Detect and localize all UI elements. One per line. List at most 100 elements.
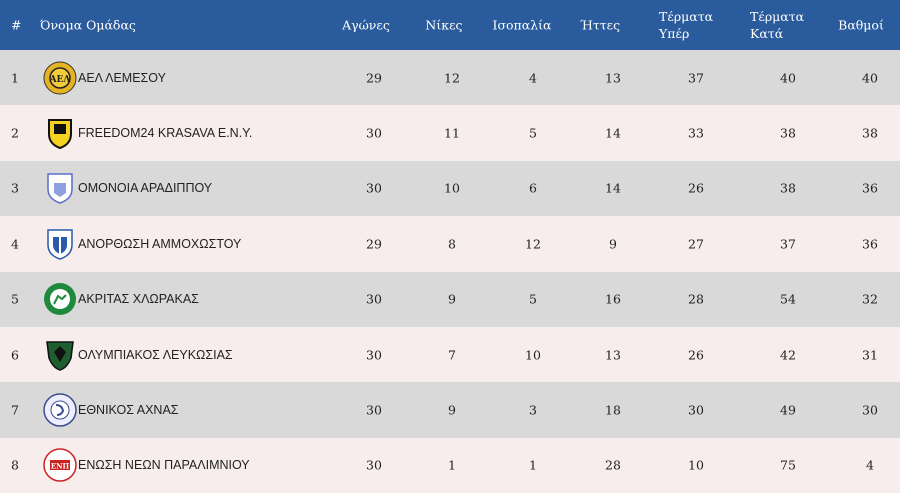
- cell-losses: 18: [605, 402, 621, 418]
- table-row: 3 ΟΜΟΝΟΙΑ ΑΡΑΔΙΠΠΟΥ 30 10 6 14 26 38 36: [0, 160, 900, 217]
- cell-draws: 5: [529, 125, 537, 141]
- table-row: 5 ΑΚΡΙΤΑΣ ΧΛΩΡΑΚΑΣ 30 9 5 16 28 54 32: [0, 271, 900, 327]
- ael-crest-icon: ΑΕΛ: [42, 60, 78, 96]
- header-wins: Νίκες: [425, 17, 463, 33]
- cell-gf: 26: [688, 347, 704, 363]
- header-draws: Ισοπαλία: [492, 17, 552, 33]
- cell-ga: 38: [780, 125, 796, 141]
- cell-draws: 4: [529, 70, 537, 86]
- cell-losses: 28: [605, 457, 621, 473]
- cell-wins: 10: [444, 180, 460, 196]
- team-name[interactable]: ΑΝΟΡΘΩΣΗ ΑΜΜΟΧΩΣΤΟΥ: [78, 236, 242, 251]
- cell-wins: 7: [448, 347, 456, 363]
- enp-crest-icon: ΕΝΠ: [42, 447, 78, 483]
- cell-losses: 16: [605, 291, 621, 307]
- cell-losses: 9: [609, 236, 617, 252]
- cell-played: 30: [366, 180, 382, 196]
- krasava-crest-icon: [42, 115, 78, 151]
- omonoia-aradippou-crest-icon: [42, 170, 78, 206]
- cell-draws: 10: [525, 347, 541, 363]
- cell-draws: 3: [529, 402, 537, 418]
- cell-gf: 28: [688, 291, 704, 307]
- position: 2: [11, 125, 19, 141]
- cell-wins: 12: [444, 70, 460, 86]
- position: 4: [11, 236, 19, 252]
- cell-losses: 14: [605, 125, 621, 141]
- akritas-crest-icon: [42, 281, 78, 317]
- cell-points: 30: [862, 402, 878, 418]
- cell-gf: 10: [688, 457, 704, 473]
- cell-ga: 75: [780, 457, 796, 473]
- header-goals-against-line1: Τέρματα: [750, 9, 805, 24]
- cell-played: 30: [366, 125, 382, 141]
- team-name[interactable]: FREEDOM24 KRASAVA E.N.Y.: [78, 126, 253, 141]
- table-row: 7 ΕΘΝΙΚΟΣ ΑΧΝΑΣ 30 9 3 18 30 49 30: [0, 382, 900, 438]
- svg-text:ΕΝΠ: ΕΝΠ: [51, 462, 70, 471]
- cell-played: 30: [366, 291, 382, 307]
- cell-played: 29: [366, 236, 382, 252]
- ethnikos-crest-icon: [42, 392, 78, 428]
- cell-wins: 11: [444, 125, 460, 141]
- header-played: Αγώνες: [342, 17, 390, 33]
- table-row: 2 FREEDOM24 KRASAVA E.N.Y. 30 11 5 14 33 38 38: [0, 105, 900, 161]
- cell-ga: 40: [780, 70, 796, 86]
- cell-wins: 9: [448, 402, 456, 418]
- cell-losses: 14: [605, 180, 621, 196]
- position: 7: [11, 402, 19, 418]
- cell-played: 30: [366, 457, 382, 473]
- cell-played: 30: [366, 347, 382, 363]
- cell-gf: 30: [688, 402, 704, 418]
- cell-points: 40: [862, 70, 878, 86]
- table-row: 4 ΑΝΟΡΘΩΣΗ ΑΜΜΟΧΩΣΤΟΥ 29 8 12 9 27 37 36: [0, 216, 900, 272]
- team-name[interactable]: ΟΛΥΜΠΙΑΚΟΣ ΛΕΥΚΩΣΙΑΣ: [78, 347, 233, 362]
- cell-wins: 8: [448, 236, 456, 252]
- cell-ga: 37: [780, 236, 796, 252]
- team-name[interactable]: ΑΚΡΙΤΑΣ ΧΛΩΡΑΚΑΣ: [78, 292, 199, 307]
- svg-text:ΑΕΛ: ΑΕΛ: [49, 75, 72, 85]
- cell-points: 32: [862, 291, 878, 307]
- header-points: Βαθμοί: [838, 17, 884, 33]
- olympiakos-crest-icon: [42, 337, 78, 373]
- cell-points: 31: [862, 347, 878, 363]
- team-name[interactable]: ΕΝΩΣΗ ΝΕΩΝ ΠΑΡΑΛΙΜΝΙΟΥ: [78, 458, 250, 473]
- cell-draws: 6: [529, 180, 537, 196]
- cell-gf: 37: [688, 70, 704, 86]
- cell-gf: 33: [688, 125, 704, 141]
- header-goals-against-line2: Κατά: [750, 26, 784, 41]
- team-name[interactable]: ΕΘΝΙΚΟΣ ΑΧΝΑΣ: [78, 403, 179, 418]
- header-pos: #: [11, 17, 22, 33]
- cell-played: 30: [366, 402, 382, 418]
- cell-wins: 1: [448, 457, 456, 473]
- position: 6: [11, 347, 19, 363]
- cell-draws: 5: [529, 291, 537, 307]
- header-goals-for: Τέρματα Υπέρ: [659, 8, 713, 42]
- cell-gf: 27: [688, 236, 704, 252]
- header-team: Όνομα Ομάδας: [40, 17, 136, 33]
- cell-losses: 13: [605, 347, 621, 363]
- team-name[interactable]: ΑΕΛ ΛΕΜΕΣΟΥ: [78, 70, 166, 85]
- cell-ga: 54: [780, 291, 796, 307]
- cell-ga: 49: [780, 402, 796, 418]
- position: 1: [11, 70, 19, 86]
- table-row: 1 ΑΕΛ ΑΕΛ ΛΕΜΕΣΟΥ 29 12 4 13 37 40 40: [0, 50, 900, 106]
- cell-points: 36: [862, 236, 878, 252]
- cell-gf: 26: [688, 180, 704, 196]
- cell-losses: 13: [605, 70, 621, 86]
- header-losses: Ήττες: [579, 17, 621, 33]
- cell-ga: 38: [780, 180, 796, 196]
- header-goals-against: Τέρματα Κατά: [750, 8, 804, 42]
- cell-points: 38: [862, 125, 878, 141]
- table-header: # Όνομα Ομάδας Αγώνες Νίκες Ισοπαλία Ήττ…: [0, 0, 900, 50]
- cell-draws: 12: [525, 236, 541, 252]
- header-goals-for-line2: Υπέρ: [659, 26, 690, 41]
- cell-played: 29: [366, 70, 382, 86]
- cell-wins: 9: [448, 291, 456, 307]
- position: 3: [11, 180, 19, 196]
- cell-points: 4: [866, 457, 874, 473]
- table-row: 6 ΟΛΥΜΠΙΑΚΟΣ ΛΕΥΚΩΣΙΑΣ 30 7 10 13 26 42 31: [0, 326, 900, 383]
- cell-ga: 42: [780, 347, 796, 363]
- table-row: 8 ΕΝΠ ΕΝΩΣΗ ΝΕΩΝ ΠΑΡΑΛΙΜΝΙΟΥ 30 1 1 28 10 75 4: [0, 437, 900, 493]
- team-name[interactable]: ΟΜΟΝΟΙΑ ΑΡΑΔΙΠΠΟΥ: [78, 181, 213, 196]
- cell-draws: 1: [529, 457, 537, 473]
